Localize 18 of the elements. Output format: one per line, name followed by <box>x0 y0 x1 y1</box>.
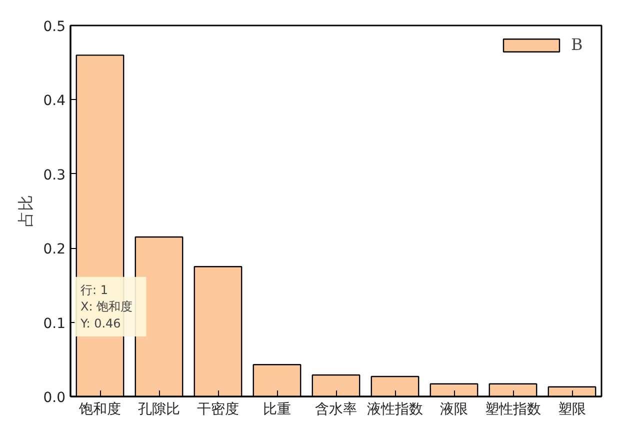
legend-label: B <box>571 35 584 54</box>
x-tick-label: 塑限 <box>558 402 586 418</box>
y-tick-label: 0.1 <box>43 316 66 332</box>
y-tick-label: 0.4 <box>43 93 66 110</box>
y-axis-title: 占比 <box>16 195 36 227</box>
y-tick-label: 0.0 <box>43 390 66 406</box>
y-tick-label: 0.3 <box>43 167 66 184</box>
x-tick-label: 比重 <box>263 402 291 418</box>
x-tick-label: 塑性指数 <box>485 402 541 418</box>
y-tick-label: 0.5 <box>43 19 66 35</box>
x-tick-label: 液限 <box>440 402 468 418</box>
annotation: 行: 1 X: 饱和度 Y: 0.46 <box>80 282 133 330</box>
x-tick-label: 孔隙比 <box>138 402 180 418</box>
x-tick-label: 含水率 <box>315 402 357 418</box>
x-tick-label: 饱和度 <box>78 402 121 418</box>
x-tick-label: 干密度 <box>197 402 239 418</box>
y-tick-label: 0.2 <box>43 242 66 258</box>
x-tick-label: 液性指数 <box>367 402 423 418</box>
